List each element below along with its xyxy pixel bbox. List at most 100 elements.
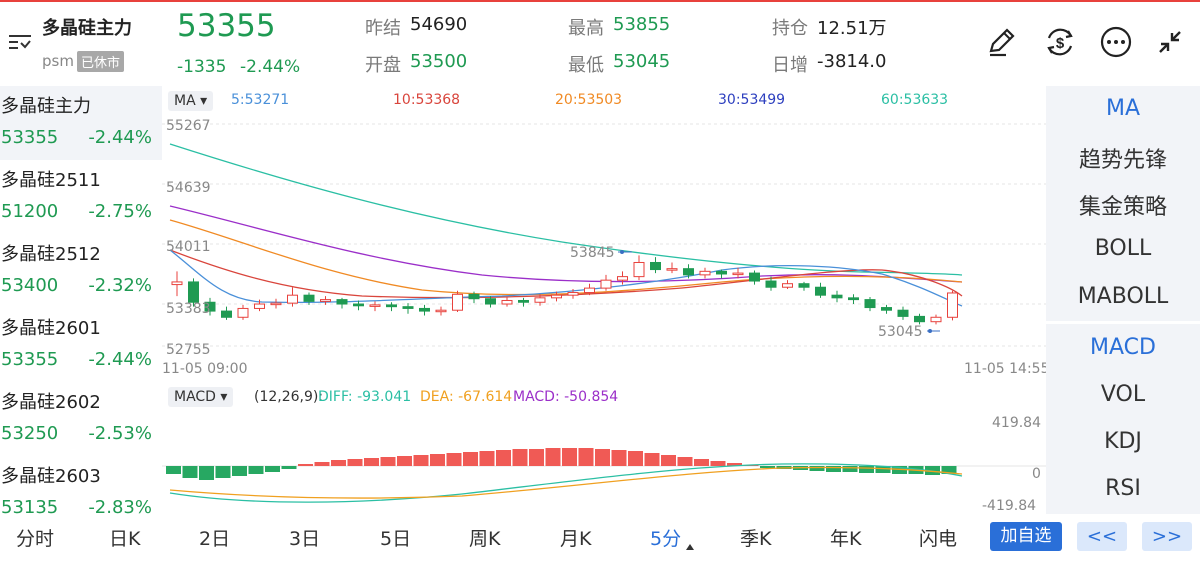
indicator-ma[interactable]: MA (1105, 96, 1141, 121)
contract-item[interactable]: 多晶硅2603 53135 -2.83% (0, 456, 162, 514)
macd-bar (397, 456, 412, 466)
tab-daily-k[interactable]: 日K (109, 528, 141, 550)
macd-bar (941, 466, 957, 474)
contract-item[interactable]: 多晶硅2511 51200 -2.75% (0, 160, 162, 234)
ma5-label: 5:53271 (231, 92, 290, 108)
contract-price: 53355 (1, 349, 59, 370)
tab-lightning[interactable]: 闪电 (919, 528, 958, 550)
y-label-bottom: 52755 (166, 342, 211, 358)
indicator-maboll[interactable]: MABOLL (1077, 284, 1169, 309)
indicator-jijin-strategy[interactable]: 集金策略 (1078, 195, 1167, 220)
low-marker-label: 53045 (878, 324, 923, 340)
indicator-macd[interactable]: MACD (1090, 335, 1156, 360)
macd-bar (644, 453, 660, 466)
stat-value-prev-settle: 54690 (410, 14, 468, 35)
add-watchlist-button[interactable]: 加自选 (990, 522, 1062, 551)
stat-label-daily-increase: 日增 (772, 55, 808, 76)
indicator-boll[interactable]: BOLL (1094, 236, 1152, 261)
instrument-name: 多晶硅主力 (42, 18, 132, 39)
candle-body (567, 292, 579, 296)
tab-5day[interactable]: 5日 (380, 528, 412, 550)
next-button[interactable]: >> (1142, 522, 1192, 551)
pen-icon[interactable] (984, 24, 1020, 60)
macd-bar (578, 448, 594, 466)
stat-label-open-interest: 持仓 (772, 18, 808, 39)
ma10-line (169, 249, 963, 299)
macd-bar (677, 457, 693, 466)
macd-bar (364, 458, 379, 466)
macd-bar (809, 466, 825, 471)
candle-body (320, 299, 331, 302)
macd-bar (760, 466, 775, 468)
filter-icon[interactable] (8, 32, 32, 52)
candlestick-chart[interactable]: 55267 54639 54011 53383 52755 11-05 09:0… (162, 110, 1046, 380)
contract-name: 多晶硅主力 (1, 96, 91, 117)
macd-y-mid: 0 (1032, 466, 1041, 482)
candle-body (732, 272, 744, 276)
indicator-vol[interactable]: VOL (1100, 382, 1146, 407)
macd-bar (628, 451, 643, 466)
macd-bar (314, 462, 330, 466)
candle-body (749, 272, 760, 282)
candle-body (534, 297, 546, 303)
candle-body (914, 315, 925, 323)
currency-exchange-icon[interactable]: $ (1042, 24, 1078, 60)
candle-body (947, 292, 958, 318)
macd-bar (842, 466, 858, 472)
candle-body (551, 294, 562, 299)
candle-body (815, 286, 826, 296)
y-label-3: 54011 (166, 239, 211, 255)
candle-body (468, 293, 480, 300)
contract-item[interactable]: 多晶硅2602 53250 -2.53% (0, 382, 162, 456)
tab-weekly-k[interactable]: 周K (469, 528, 501, 550)
collapse-icon[interactable] (1152, 24, 1188, 60)
indicator-rsi[interactable]: RSI (1105, 476, 1141, 501)
macd-bar (545, 448, 561, 466)
prev-button[interactable]: << (1077, 522, 1127, 551)
sub-indicator-dropdown[interactable]: MACD ▾ (168, 387, 234, 407)
tab-quarterly-k[interactable]: 季K (740, 528, 772, 550)
macd-bar (298, 464, 313, 466)
tab-3day[interactable]: 3日 (289, 528, 321, 550)
indicator-kdj[interactable]: KDJ (1104, 429, 1142, 454)
candle-body (402, 306, 414, 309)
candle-body (699, 270, 711, 276)
contract-name: 多晶硅2602 (1, 392, 101, 413)
candle-body (831, 294, 843, 299)
candle-body (881, 307, 892, 311)
candle-body (419, 307, 430, 312)
main-indicator-dropdown[interactable]: MA ▾ (168, 91, 214, 111)
contract-pct: -2.32% (88, 275, 152, 296)
tab-dropdown-icon[interactable] (686, 544, 694, 550)
candle-body (254, 303, 265, 309)
tab-5min[interactable]: 5分 (650, 528, 682, 550)
macd-bar (562, 448, 577, 466)
stat-value-low: 53045 (613, 51, 671, 72)
contract-name: 多晶硅2512 (1, 244, 101, 265)
candle-body (303, 294, 315, 302)
ma60-label: 60:53633 (881, 92, 949, 108)
tab-monthly-k[interactable]: 月K (560, 528, 592, 550)
contract-item[interactable]: 多晶硅2512 53400 -2.32% (0, 234, 162, 308)
ma30-label: 30:53499 (718, 92, 786, 108)
macd-bar (248, 466, 264, 474)
macd-bar (892, 466, 907, 474)
instrument-code: psm (42, 52, 74, 70)
candle-body (452, 293, 463, 311)
contract-price: 51200 (1, 201, 59, 222)
contract-name: 多晶硅2601 (1, 318, 101, 339)
tab-timeshare[interactable]: 分时 (16, 528, 55, 550)
macd-value: MACD: -50.854 (513, 389, 619, 405)
macd-chart[interactable]: 419.84 0 -419.84 (162, 410, 1046, 516)
contract-price: 53355 (1, 127, 59, 148)
more-icon[interactable] (1098, 24, 1134, 60)
tab-2day[interactable]: 2日 (199, 528, 231, 550)
tab-yearly-k[interactable]: 年K (830, 528, 862, 550)
price-change-pct: -2.44% (240, 57, 301, 77)
candle-body (188, 281, 199, 303)
contract-item[interactable]: 多晶硅2601 53355 -2.44% (0, 308, 162, 382)
candle-body (897, 309, 909, 317)
indicator-trend-pioneer[interactable]: 趋势先锋 (1078, 148, 1167, 173)
macd-bar (826, 466, 841, 472)
contract-item[interactable]: 多晶硅主力 53355 -2.44% (0, 86, 162, 160)
